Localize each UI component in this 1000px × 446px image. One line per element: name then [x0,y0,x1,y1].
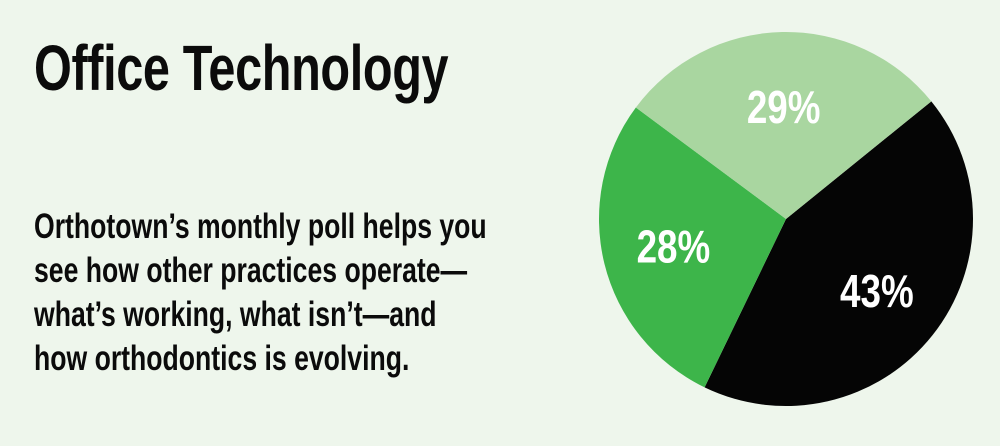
pie-slice-label-3: 29% [747,81,821,133]
description-line-1: Orthotown’s monthly poll helps you [34,207,487,246]
pie-slice-2 [599,107,786,388]
page-title: Office Technology [34,32,449,104]
description-line-3: what’s working, what isn’t—and [34,295,437,334]
pie-chart: 43% 28% 29% [599,32,973,407]
description-line-2: see how other practices operate— [34,251,468,290]
pie-slice-label-1: 43% [840,265,914,317]
description-text: Orthotown’s monthly poll helps you see h… [34,205,566,381]
pie-slice-3 [635,32,932,219]
description-line-4: how orthodontics is evolving. [34,339,410,378]
pie-slice-label-2: 28% [637,221,711,273]
pie-slice-1 [704,101,973,407]
